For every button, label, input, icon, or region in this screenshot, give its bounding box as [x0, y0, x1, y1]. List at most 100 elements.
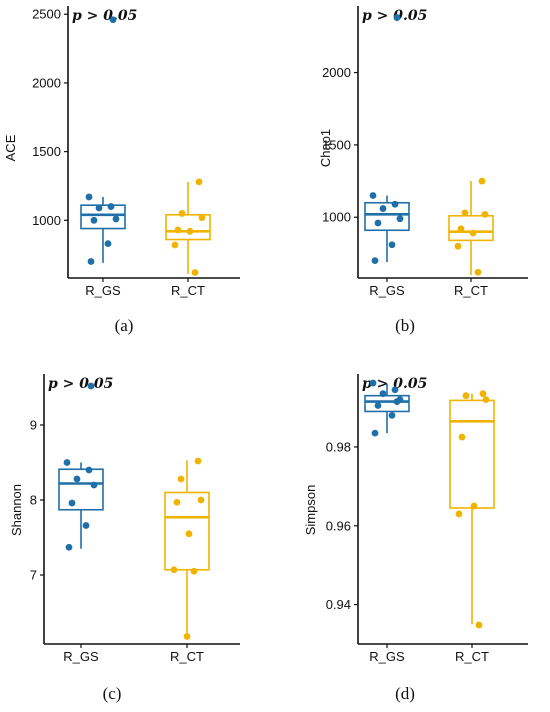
data-point	[109, 16, 117, 24]
y-axis-title: ACE	[3, 134, 18, 161]
data-point	[194, 457, 202, 465]
y-tick-label: 2500	[32, 7, 61, 22]
data-point	[393, 14, 401, 21]
data-point	[63, 459, 71, 466]
data-point	[371, 429, 379, 437]
x-tick-label: R_GS	[85, 283, 121, 298]
data-point	[73, 475, 81, 483]
y-axis-title: Simpson	[303, 485, 318, 536]
series-r-ct	[165, 178, 211, 276]
data-point	[171, 241, 179, 249]
data-point	[478, 177, 486, 185]
series-r-ct	[448, 177, 494, 276]
data-point	[379, 205, 387, 212]
p-value-annotation: p > 0.05	[72, 8, 137, 24]
p-value-annotation: p > 0.05	[362, 376, 427, 392]
data-point	[87, 382, 95, 390]
data-point	[197, 496, 205, 504]
y-tick-label: 1000	[322, 210, 351, 225]
data-point	[195, 178, 203, 186]
data-point	[454, 242, 462, 250]
data-point	[183, 633, 191, 640]
panel-label: (a)	[115, 316, 134, 335]
y-tick-label: 1000	[32, 213, 61, 228]
data-point	[393, 398, 401, 405]
data-point	[190, 567, 198, 575]
data-point	[369, 192, 377, 199]
data-point	[458, 433, 466, 441]
series-r-gs	[364, 379, 410, 437]
y-tick-label: 1500	[322, 137, 351, 152]
data-point	[457, 225, 465, 233]
data-point	[374, 402, 382, 409]
data-point	[185, 530, 193, 538]
y-axis-title: Shannon	[9, 484, 24, 536]
series-r-gs	[58, 382, 104, 551]
y-tick-label: 0.94	[326, 597, 351, 612]
data-point	[388, 241, 396, 249]
series-r-ct	[164, 457, 210, 640]
x-tick-label: R_CT	[170, 649, 204, 664]
series-r-ct	[449, 390, 495, 629]
y-tick-label: 0.98	[326, 439, 351, 454]
data-point	[396, 215, 404, 223]
x-tick-label: R_GS	[369, 283, 405, 298]
data-point	[474, 268, 482, 276]
chart-panel-4: 0.94 0.96 0.98 R_GS R_CT Simpson p > 0.05 (d)	[303, 374, 528, 703]
panel-label: (c)	[103, 684, 122, 703]
data-point	[470, 502, 478, 510]
data-point	[191, 269, 199, 276]
data-point	[475, 621, 483, 629]
data-point	[173, 498, 181, 506]
data-point	[391, 200, 399, 208]
data-point	[469, 229, 477, 237]
data-point	[85, 466, 93, 474]
data-point	[482, 396, 490, 404]
data-point	[90, 216, 98, 224]
data-point	[391, 386, 399, 394]
data-point	[177, 475, 185, 483]
data-point	[186, 227, 194, 235]
data-point	[174, 226, 182, 234]
x-tick-label: R_GS	[369, 649, 405, 664]
iqr-box	[58, 468, 104, 511]
y-tick-label: 9	[30, 418, 37, 433]
y-tick-label: 2000	[322, 65, 351, 80]
y-tick-label: 1500	[32, 144, 61, 159]
data-point	[68, 499, 76, 507]
y-tick-label: 2000	[32, 75, 61, 90]
iqr-box	[449, 399, 495, 509]
data-point	[379, 390, 387, 398]
data-point	[198, 214, 206, 221]
data-point	[95, 204, 103, 212]
data-point	[481, 210, 489, 218]
chart-panel-1: 1000 1500 2000 2500 R_GS R_CT ACE p > 0.05 (a)	[3, 6, 240, 335]
data-point	[112, 215, 120, 223]
x-tick-label: R_CT	[171, 283, 205, 298]
data-point	[369, 379, 377, 387]
series-r-gs	[80, 16, 126, 265]
data-point	[371, 257, 379, 265]
panel-label: (b)	[395, 316, 415, 335]
data-point	[65, 543, 73, 551]
data-point	[374, 219, 382, 227]
data-point	[170, 566, 178, 574]
series-r-gs	[364, 14, 410, 265]
x-tick-label: R_CT	[454, 283, 488, 298]
chart-panel-3: 7 8 9 R_GS R_CT Shannon p > 0.05 (c)	[9, 374, 240, 703]
data-point	[178, 210, 186, 217]
data-point	[462, 392, 470, 400]
p-value-annotation: p > 0.05	[48, 376, 113, 392]
data-point	[82, 522, 90, 529]
y-tick-label: 8	[30, 493, 37, 508]
data-point	[90, 481, 98, 489]
x-tick-label: R_CT	[455, 649, 489, 664]
data-point	[479, 390, 487, 398]
data-point	[388, 411, 396, 419]
x-tick-label: R_GS	[63, 649, 99, 664]
y-tick-label: 7	[30, 568, 37, 583]
y-tick-label: 0.96	[326, 518, 351, 533]
panel-label: (d)	[395, 684, 415, 703]
